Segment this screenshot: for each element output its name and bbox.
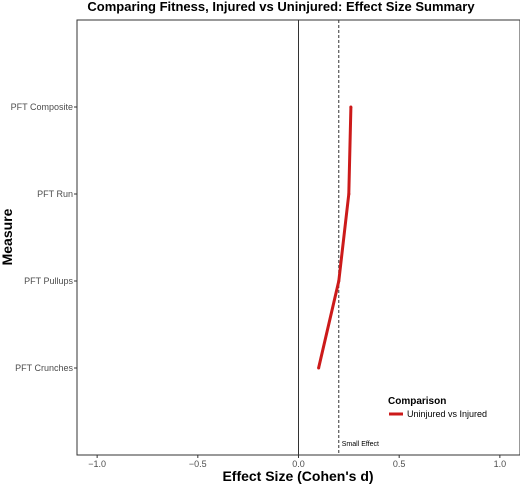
y-axis-ticks: PFT Crunches PFT Pullups PFT Run PFT Compos… — [11, 102, 77, 373]
y-tick-label: PFT Composite — [11, 102, 73, 112]
x-tick-label: −0.5 — [189, 459, 207, 469]
x-tick-label: 0.0 — [292, 459, 305, 469]
data-point — [347, 192, 351, 196]
x-axis-ticks: −1.0 −0.5 0.0 0.5 1.0 — [88, 455, 506, 469]
legend-title: Comparison — [388, 396, 446, 407]
y-tick-label: PFT Pullups — [24, 276, 73, 286]
x-tick-label: 1.0 — [494, 459, 507, 469]
series-line — [317, 106, 353, 369]
legend-label: Uninjured vs Injured — [407, 409, 487, 419]
y-tick-label: PFT Run — [37, 189, 73, 199]
x-tick-label: −1.0 — [88, 459, 106, 469]
small-effect-label: Small Effect — [342, 441, 379, 448]
legend: Comparison Uninjured vs Injured — [388, 396, 487, 419]
x-axis-title: Effect Size (Cohen's d) — [222, 468, 373, 484]
data-point — [337, 279, 341, 283]
data-point — [349, 105, 353, 109]
chart-title: Comparing Fitness, Injured vs Uninjured:… — [87, 0, 475, 14]
series-layer — [317, 105, 353, 370]
x-tick-label: 0.5 — [393, 459, 406, 469]
y-tick-label: PFT Crunches — [15, 363, 73, 373]
y-axis-title: Measure — [0, 208, 15, 265]
reference-lines: Small Effect — [298, 20, 379, 455]
data-point — [317, 366, 321, 370]
